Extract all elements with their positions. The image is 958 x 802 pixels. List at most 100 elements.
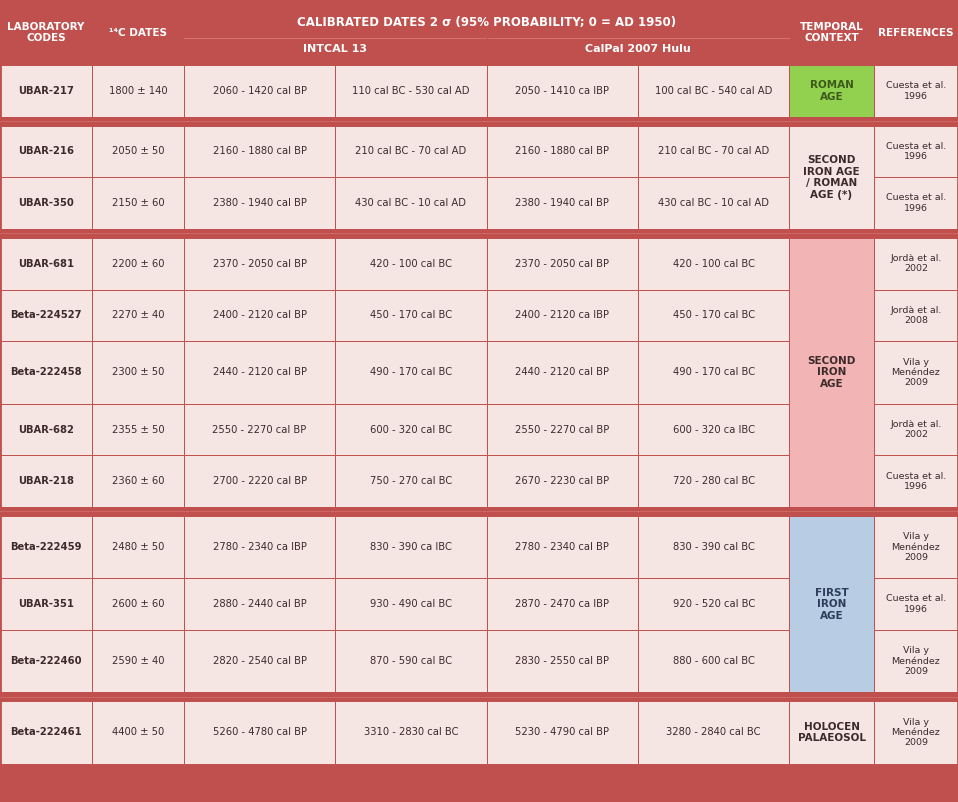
Bar (874, 403, 958, 456)
Bar (92, 126, 184, 177)
Text: 1800 ± 140: 1800 ± 140 (108, 86, 168, 96)
Bar (92, 456, 184, 507)
Bar (335, 342, 487, 403)
Text: 2440 - 2120 cal BP: 2440 - 2120 cal BP (213, 367, 307, 378)
Bar (335, 630, 487, 692)
Bar (92, 516, 184, 578)
Bar (92, 342, 184, 403)
Text: Cuesta et al.
1996: Cuesta et al. 1996 (886, 81, 946, 100)
Text: 450 - 170 cal BC: 450 - 170 cal BC (370, 310, 452, 321)
Bar (487, 456, 638, 507)
Bar (874, 238, 958, 290)
Text: 2870 - 2470 ca IBP: 2870 - 2470 ca IBP (515, 599, 609, 610)
Text: ¹⁴C DATES: ¹⁴C DATES (109, 27, 167, 38)
Text: 2050 ± 50: 2050 ± 50 (112, 147, 164, 156)
Text: 930 - 490 cal BC: 930 - 490 cal BC (370, 599, 452, 610)
Bar (92, 177, 184, 229)
Bar (638, 630, 789, 692)
Bar (487, 238, 638, 290)
Text: 490 - 170 cal BC: 490 - 170 cal BC (673, 367, 755, 378)
Text: 2380 - 1940 cal BP: 2380 - 1940 cal BP (515, 198, 609, 209)
Bar (487, 701, 638, 764)
Text: 830 - 390 ca IBC: 830 - 390 ca IBC (370, 542, 452, 552)
Text: 2780 - 2340 ca IBP: 2780 - 2340 ca IBP (213, 542, 307, 552)
Text: 2700 - 2220 cal BP: 2700 - 2220 cal BP (213, 476, 307, 486)
Bar (335, 701, 487, 764)
Text: 920 - 520 cal BC: 920 - 520 cal BC (673, 599, 755, 610)
Text: 2160 - 1880 cal BP: 2160 - 1880 cal BP (213, 147, 307, 156)
Text: 2400 - 2120 cal BP: 2400 - 2120 cal BP (213, 310, 307, 321)
Text: 2550 - 2270 cal BP: 2550 - 2270 cal BP (213, 424, 307, 435)
Text: 2050 - 1410 ca IBP: 2050 - 1410 ca IBP (515, 86, 609, 96)
Bar (874, 456, 958, 507)
Bar (487, 342, 638, 403)
Text: Jordà et al.
2008: Jordà et al. 2008 (890, 306, 942, 325)
Text: 2550 - 2270 cal BP: 2550 - 2270 cal BP (515, 424, 609, 435)
Text: INTCAL 13: INTCAL 13 (304, 44, 367, 54)
Bar (0, 117, 958, 126)
Bar (789, 126, 874, 229)
Text: 2270 ± 40: 2270 ± 40 (112, 310, 164, 321)
Text: 2780 - 2340 cal BP: 2780 - 2340 cal BP (515, 542, 609, 552)
Text: Vila y
Menéndez
2009: Vila y Menéndez 2009 (892, 718, 940, 747)
Text: HOLOCEN
PALAEOSOL: HOLOCEN PALAEOSOL (798, 722, 865, 743)
Text: 2370 - 2050 cal BP: 2370 - 2050 cal BP (515, 259, 609, 269)
Text: 750 - 270 cal BC: 750 - 270 cal BC (370, 476, 452, 486)
Bar (638, 342, 789, 403)
Bar (184, 177, 335, 229)
Bar (789, 65, 874, 117)
Text: 2355 ± 50: 2355 ± 50 (112, 424, 164, 435)
Text: 2300 ± 50: 2300 ± 50 (112, 367, 164, 378)
Bar (638, 456, 789, 507)
Bar (0, 290, 92, 342)
Bar (487, 177, 638, 229)
Bar (184, 701, 335, 764)
Bar (335, 126, 487, 177)
Bar (0, 126, 92, 177)
Bar (789, 701, 874, 764)
Bar (874, 126, 958, 177)
Text: FIRST
IRON
AGE: FIRST IRON AGE (814, 588, 849, 621)
Text: LABORATORY
CODES: LABORATORY CODES (8, 22, 84, 43)
Text: 210 cal BC - 70 cal AD: 210 cal BC - 70 cal AD (355, 147, 467, 156)
Text: Beta-224527: Beta-224527 (11, 310, 81, 321)
Text: 5260 - 4780 cal BP: 5260 - 4780 cal BP (213, 727, 307, 738)
Bar (0, 177, 92, 229)
Bar (789, 0, 874, 65)
Text: 2670 - 2230 cal BP: 2670 - 2230 cal BP (515, 476, 609, 486)
Bar (0, 692, 958, 701)
Text: 420 - 100 cal BC: 420 - 100 cal BC (673, 259, 755, 269)
Bar (0, 578, 92, 630)
Bar (92, 238, 184, 290)
Bar (789, 516, 874, 692)
Bar (638, 126, 789, 177)
Bar (184, 456, 335, 507)
Bar (874, 290, 958, 342)
Bar (874, 342, 958, 403)
Text: 880 - 600 cal BC: 880 - 600 cal BC (673, 656, 755, 666)
Bar (874, 578, 958, 630)
Text: 210 cal BC - 70 cal AD: 210 cal BC - 70 cal AD (658, 147, 769, 156)
Text: 600 - 320 ca IBC: 600 - 320 ca IBC (673, 424, 755, 435)
Bar (0, 630, 92, 692)
Bar (0, 229, 958, 238)
Text: UBAR-681: UBAR-681 (18, 259, 74, 269)
Text: 2480 ± 50: 2480 ± 50 (112, 542, 164, 552)
Text: 430 cal BC - 10 cal AD: 430 cal BC - 10 cal AD (355, 198, 467, 209)
Bar (638, 403, 789, 456)
Bar (874, 516, 958, 578)
Bar (789, 238, 874, 507)
Text: UBAR-351: UBAR-351 (18, 599, 74, 610)
Bar (874, 177, 958, 229)
Bar (0, 65, 92, 117)
Bar (92, 290, 184, 342)
Text: 870 - 590 cal BC: 870 - 590 cal BC (370, 656, 452, 666)
Bar (92, 403, 184, 456)
Bar (184, 65, 335, 117)
Bar (0, 403, 92, 456)
Bar (487, 65, 638, 117)
Text: 2360 ± 60: 2360 ± 60 (112, 476, 164, 486)
Text: 2380 - 1940 cal BP: 2380 - 1940 cal BP (213, 198, 307, 209)
Bar (92, 65, 184, 117)
Bar (487, 403, 638, 456)
